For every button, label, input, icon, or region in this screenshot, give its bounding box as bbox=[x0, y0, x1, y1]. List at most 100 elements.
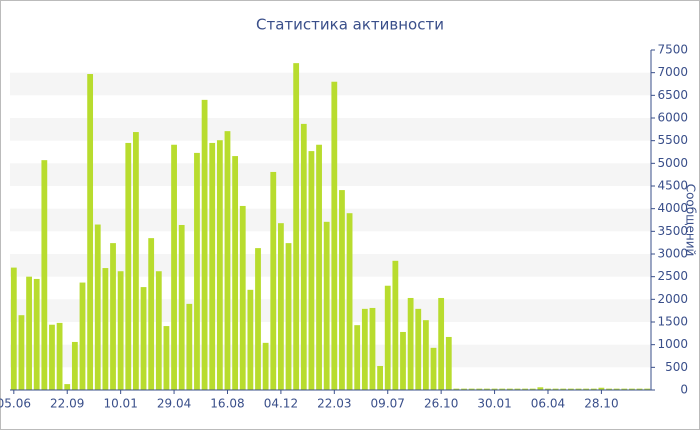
bar bbox=[636, 388, 643, 390]
bar bbox=[262, 342, 269, 390]
bar bbox=[445, 336, 452, 390]
y-tick-label: 5500 bbox=[657, 133, 688, 147]
bar bbox=[453, 388, 460, 390]
bar bbox=[49, 324, 55, 390]
y-tick-label: 7000 bbox=[657, 65, 688, 79]
x-tick-label: 06.04 bbox=[531, 397, 565, 411]
x-tick-label: 28.10 bbox=[584, 397, 618, 411]
bar bbox=[514, 388, 521, 390]
bar bbox=[71, 341, 78, 390]
y-tick-label: 5000 bbox=[657, 156, 688, 170]
bar bbox=[506, 388, 513, 390]
bar bbox=[522, 388, 528, 390]
bar bbox=[491, 388, 498, 390]
y-axis-label: Сообщений bbox=[684, 184, 698, 257]
bar bbox=[117, 271, 124, 390]
bar bbox=[125, 142, 132, 390]
bar bbox=[18, 315, 25, 390]
bar bbox=[567, 388, 574, 390]
bar bbox=[224, 131, 231, 390]
bar bbox=[87, 74, 94, 390]
y-tick-label: 1500 bbox=[657, 315, 688, 329]
x-tick-label: 04.12 bbox=[264, 397, 298, 411]
bar bbox=[26, 276, 32, 390]
y-tick-label: 4500 bbox=[657, 179, 688, 193]
bar bbox=[499, 388, 506, 390]
bar bbox=[300, 123, 307, 390]
bar bbox=[155, 271, 162, 390]
bar bbox=[560, 388, 567, 390]
bar bbox=[644, 388, 651, 390]
bar bbox=[255, 248, 261, 390]
bar bbox=[163, 326, 170, 390]
x-tick-label: 10.01 bbox=[103, 397, 137, 411]
bar bbox=[79, 282, 86, 390]
bar bbox=[285, 243, 292, 390]
bar bbox=[590, 388, 597, 390]
x-tick-label: 16.08 bbox=[210, 397, 244, 411]
bar bbox=[392, 260, 399, 390]
bar bbox=[377, 365, 384, 390]
bar bbox=[545, 388, 551, 390]
x-tick-label: 22.09 bbox=[50, 397, 84, 411]
bar bbox=[384, 285, 391, 390]
bar bbox=[323, 221, 330, 390]
bar bbox=[552, 388, 559, 390]
bar bbox=[613, 388, 620, 390]
bar bbox=[422, 320, 429, 390]
y-tick-label: 7500 bbox=[657, 43, 688, 57]
bar bbox=[621, 388, 628, 390]
grid-band bbox=[10, 299, 651, 322]
y-tick-label: 6500 bbox=[657, 88, 688, 102]
x-tick-label: 30.01 bbox=[477, 397, 511, 411]
bar bbox=[209, 142, 216, 390]
y-tick-label: 3000 bbox=[657, 247, 688, 261]
y-tick-label: 0 bbox=[680, 383, 688, 397]
bar bbox=[270, 171, 277, 390]
bar bbox=[407, 297, 414, 390]
grid-band bbox=[10, 72, 651, 96]
bar bbox=[110, 243, 116, 390]
bar bbox=[476, 388, 483, 390]
y-tick-label: 1000 bbox=[657, 337, 688, 351]
bar bbox=[171, 144, 177, 390]
bar bbox=[354, 325, 361, 390]
x-tick-label: 26.10 bbox=[424, 397, 458, 411]
bar bbox=[277, 223, 284, 390]
y-tick-label: 3500 bbox=[657, 224, 688, 238]
bar bbox=[400, 331, 406, 390]
bar bbox=[216, 140, 223, 390]
bar bbox=[529, 388, 536, 390]
bar bbox=[415, 308, 422, 390]
x-tick-label: 05.06 bbox=[0, 397, 31, 411]
bar bbox=[133, 132, 139, 390]
bar bbox=[33, 278, 40, 390]
grid-band bbox=[10, 163, 651, 186]
bar bbox=[232, 156, 239, 390]
bar bbox=[598, 387, 605, 390]
bar bbox=[346, 213, 353, 390]
bar bbox=[575, 388, 582, 390]
bar bbox=[247, 289, 254, 390]
bar bbox=[537, 387, 544, 390]
y-tick-label: 500 bbox=[665, 360, 688, 374]
bar bbox=[583, 388, 590, 390]
bar bbox=[239, 205, 246, 390]
bar bbox=[461, 388, 467, 390]
bar bbox=[148, 238, 155, 390]
bar bbox=[94, 224, 101, 390]
x-tick-label: 09.07 bbox=[371, 397, 405, 411]
y-tick-label: 2000 bbox=[657, 292, 688, 306]
bar bbox=[308, 151, 315, 390]
bar bbox=[102, 268, 109, 390]
bar bbox=[10, 267, 17, 390]
grid-band bbox=[10, 254, 651, 277]
bar bbox=[484, 388, 490, 390]
bar bbox=[339, 190, 345, 390]
chart-title: Статистика активности bbox=[256, 16, 444, 34]
y-tick-label: 2500 bbox=[657, 269, 688, 283]
y-tick-label: 6000 bbox=[657, 111, 688, 125]
bar bbox=[316, 144, 322, 390]
y-tick-label: 4000 bbox=[657, 201, 688, 215]
